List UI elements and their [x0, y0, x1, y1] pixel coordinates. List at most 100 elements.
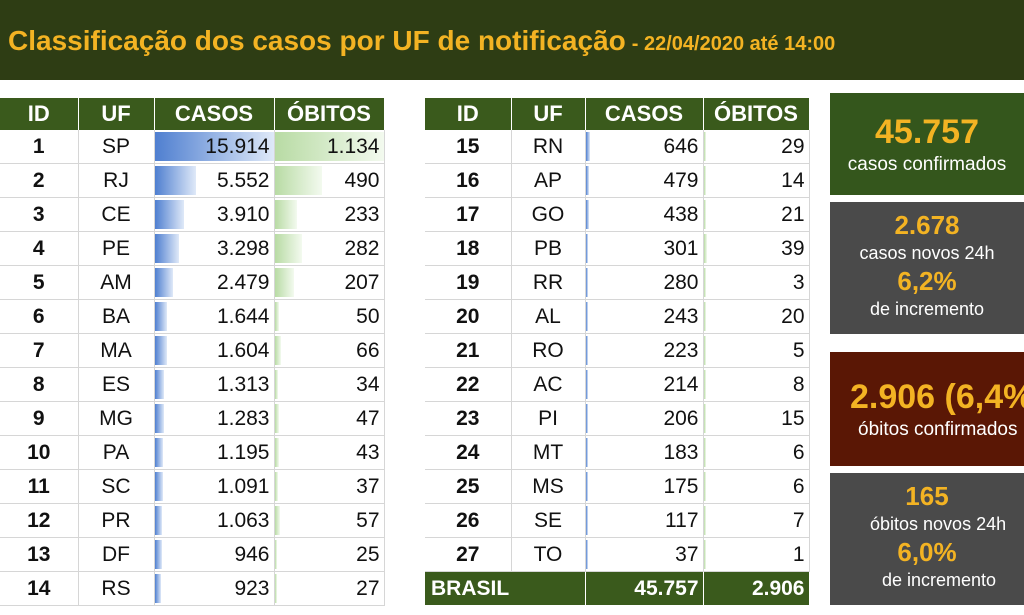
row-uf: PB — [511, 231, 586, 266]
row-obitos: 14 — [703, 163, 810, 198]
row-casos: 2.479 — [154, 265, 275, 300]
obitos-data-bar — [703, 370, 706, 399]
row-casos-value: 923 — [234, 576, 270, 600]
row-uf-value: AM — [100, 270, 132, 294]
row-casos-value: 1.283 — [216, 406, 270, 430]
row-id-value: 11 — [27, 474, 50, 498]
row-uf: PE — [78, 231, 155, 266]
row-obitos: 29 — [703, 130, 810, 164]
row-casos-value: 1.313 — [216, 372, 270, 396]
obitos-data-bar — [703, 268, 706, 297]
row-id-value: 22 — [456, 372, 480, 396]
row-obitos: 207 — [274, 265, 385, 300]
row-uf-value: RS — [101, 576, 131, 600]
row-uf-value: SP — [101, 134, 130, 158]
obitos-data-bar — [703, 472, 706, 501]
row-id: 18 — [425, 231, 512, 266]
row-obitos-value: 14 — [781, 168, 805, 192]
row-casos: 946 — [154, 537, 275, 572]
row-uf-value: PI — [538, 406, 558, 430]
obitos-data-bar — [703, 200, 706, 229]
row-casos-value: 183 — [663, 440, 699, 464]
obitos-data-bar — [703, 438, 706, 467]
row-id: 20 — [425, 299, 512, 334]
new-deaths-value: 165 — [905, 481, 949, 511]
confirmed-cases-label: casos confirmados — [847, 154, 1007, 175]
row-obitos-value: 29 — [781, 134, 805, 158]
row-uf-value: AC — [533, 372, 563, 396]
row-casos: 1.091 — [154, 469, 275, 504]
obitos-data-bar — [703, 166, 706, 195]
row-casos-value: 175 — [663, 474, 699, 498]
obitos-data-bar — [274, 336, 281, 365]
obitos-data-bar — [274, 506, 280, 535]
row-uf: AM — [78, 265, 155, 300]
row-uf: MA — [78, 333, 155, 368]
row-obitos-value: 207 — [344, 270, 380, 294]
row-id: 27 — [425, 537, 512, 572]
row-id: 26 — [425, 503, 512, 538]
row-uf: GO — [511, 197, 586, 232]
casos-data-bar — [585, 370, 588, 399]
row-obitos: 490 — [274, 163, 385, 198]
column-header-id: ID — [0, 98, 79, 130]
table-row: 6 BA 1.644 50 — [0, 299, 385, 334]
row-obitos-value: 1 — [792, 542, 805, 566]
row-casos: 1.195 — [154, 435, 275, 470]
row-obitos-value: 5 — [792, 338, 805, 362]
row-obitos-value: 43 — [356, 440, 380, 464]
confirmed-deaths-card: 2.906 (6,4%) óbitos confirmados — [830, 352, 1024, 466]
obitos-data-bar — [703, 302, 706, 331]
row-obitos-value: 6 — [792, 440, 805, 464]
header-banner: Classificação dos casos por UF de notifi… — [0, 0, 1024, 80]
column-header-obitos: ÓBITOS — [274, 98, 385, 130]
casos-data-bar — [154, 336, 167, 365]
casos-data-bar — [154, 472, 163, 501]
row-casos-value: 301 — [663, 236, 699, 260]
row-casos-value: 206 — [663, 406, 699, 430]
row-obitos: 57 — [274, 503, 385, 538]
row-obitos-value: 21 — [781, 202, 805, 226]
row-uf-value: AL — [535, 304, 561, 328]
row-id: 9 — [0, 401, 79, 436]
row-uf-value: SC — [101, 474, 131, 498]
row-uf: DF — [78, 537, 155, 572]
casos-data-bar — [154, 438, 164, 467]
row-uf: PA — [78, 435, 155, 470]
obitos-data-bar — [274, 132, 384, 161]
row-obitos: 37 — [274, 469, 385, 504]
casos-data-bar — [585, 540, 588, 569]
casos-data-bar — [585, 166, 589, 195]
table-row: 22 AC 214 8 — [425, 367, 810, 402]
row-id: 14 — [0, 571, 79, 606]
row-id: 5 — [0, 265, 79, 300]
row-casos-value: 1.063 — [216, 508, 270, 532]
row-obitos-value: 57 — [356, 508, 380, 532]
confirmed-cases-value: 45.757 — [875, 113, 979, 151]
column-header-casos: CASOS — [154, 98, 275, 130]
casos-data-bar — [585, 506, 588, 535]
row-casos: 479 — [585, 163, 704, 198]
casos-data-bar — [154, 370, 165, 399]
row-obitos: 43 — [274, 435, 385, 470]
row-id: 17 — [425, 197, 512, 232]
row-uf-value: RO — [532, 338, 564, 362]
casos-data-bar — [585, 302, 588, 331]
new-cases-pct: 6,2% — [897, 266, 957, 296]
obitos-data-bar — [274, 200, 297, 229]
new-cases-label: casos novos 24h — [859, 243, 995, 263]
total-label: BRASIL — [425, 571, 586, 606]
row-uf: PR — [78, 503, 155, 538]
table-row: 12 PR 1.063 57 — [0, 503, 385, 538]
row-id-value: 10 — [27, 440, 51, 464]
obitos-data-bar — [274, 234, 302, 263]
row-casos-value: 214 — [663, 372, 699, 396]
row-id: 1 — [0, 130, 79, 164]
row-uf-value: RN — [532, 134, 564, 158]
casos-data-bar — [585, 234, 588, 263]
table-row: 7 MA 1.604 66 — [0, 333, 385, 368]
row-obitos: 1.134 — [274, 130, 385, 164]
row-casos: 206 — [585, 401, 704, 436]
row-uf-value: PB — [533, 236, 562, 260]
table-row: 19 RR 280 3 — [425, 265, 810, 300]
